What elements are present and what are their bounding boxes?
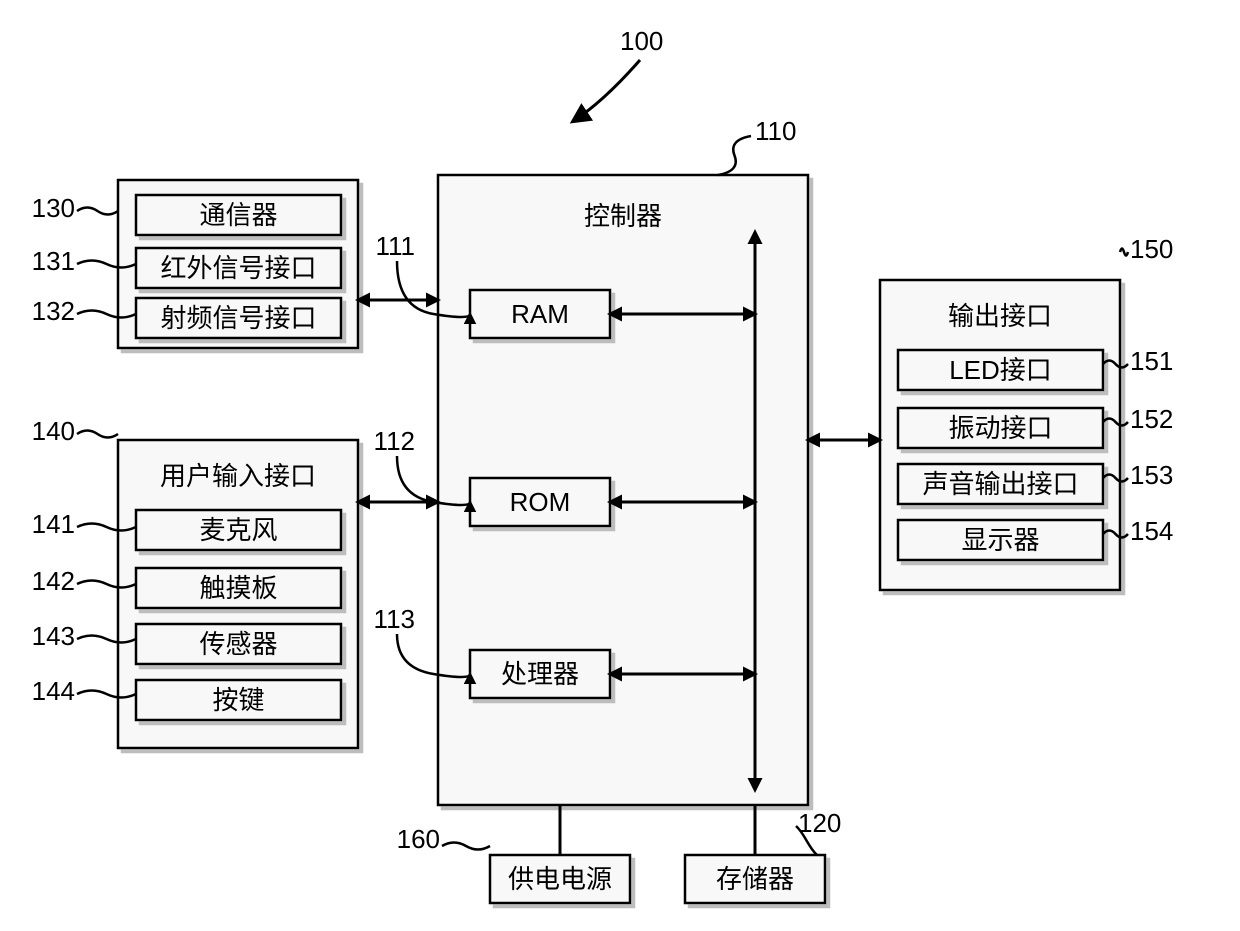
sq-130 xyxy=(77,208,118,215)
ref-142: 142 xyxy=(32,566,75,596)
sq-160 xyxy=(442,843,490,850)
ref-113: 113 xyxy=(374,604,415,634)
input-title: 用户输入接口 xyxy=(160,461,316,491)
disp-label: 显示器 xyxy=(961,525,1039,555)
comm-title: 通信器 xyxy=(199,200,277,230)
ref-110: 110 xyxy=(755,116,796,146)
ram-label: RAM xyxy=(511,299,569,329)
ref-120: 120 xyxy=(798,808,841,838)
led-label: LED接口 xyxy=(949,355,1052,385)
ref-150: 150 xyxy=(1130,234,1173,264)
ref-143: 143 xyxy=(32,621,75,651)
ref-154: 154 xyxy=(1130,516,1173,546)
power-label: 供电电源 xyxy=(508,864,612,894)
ref-112: 112 xyxy=(374,426,415,456)
storage-label: 存储器 xyxy=(716,864,794,894)
pointer-100 xyxy=(575,60,640,120)
key-label: 按键 xyxy=(212,685,264,715)
ref-111: 111 xyxy=(375,231,415,261)
ref-141: 141 xyxy=(32,509,75,539)
cpu-label: 处理器 xyxy=(501,659,579,689)
ref-140: 140 xyxy=(32,416,75,446)
ref-152: 152 xyxy=(1130,404,1173,434)
rf-label: 射频信号接口 xyxy=(160,303,316,333)
ref-130: 130 xyxy=(32,193,75,223)
sq-110 xyxy=(718,136,751,175)
sensor-label: 传感器 xyxy=(199,629,277,659)
touch-label: 触摸板 xyxy=(199,573,277,603)
block-diagram: 控制器 RAM 111 ROM 112 处理器 113 通信器红外信号接口 131 射频信号接口 1… xyxy=(0,0,1240,931)
ref-100: 100 xyxy=(620,26,663,56)
vib-label: 振动接口 xyxy=(948,413,1052,443)
output-title: 输出接口 xyxy=(948,301,1052,331)
sq-140 xyxy=(77,431,118,438)
ref-151: 151 xyxy=(1130,346,1173,376)
sq-150 xyxy=(1120,249,1128,256)
ref-153: 153 xyxy=(1130,460,1173,490)
ir-label: 红外信号接口 xyxy=(160,253,316,283)
rom-label: ROM xyxy=(510,487,571,517)
controller-title: 控制器 xyxy=(584,201,662,231)
ref-144: 144 xyxy=(32,676,75,706)
ref-160: 160 xyxy=(397,824,440,854)
mic-label: 麦克风 xyxy=(199,515,277,545)
ref-132: 132 xyxy=(32,296,75,326)
ref-131: 131 xyxy=(32,246,75,276)
sound-label: 声音输出接口 xyxy=(922,469,1078,499)
